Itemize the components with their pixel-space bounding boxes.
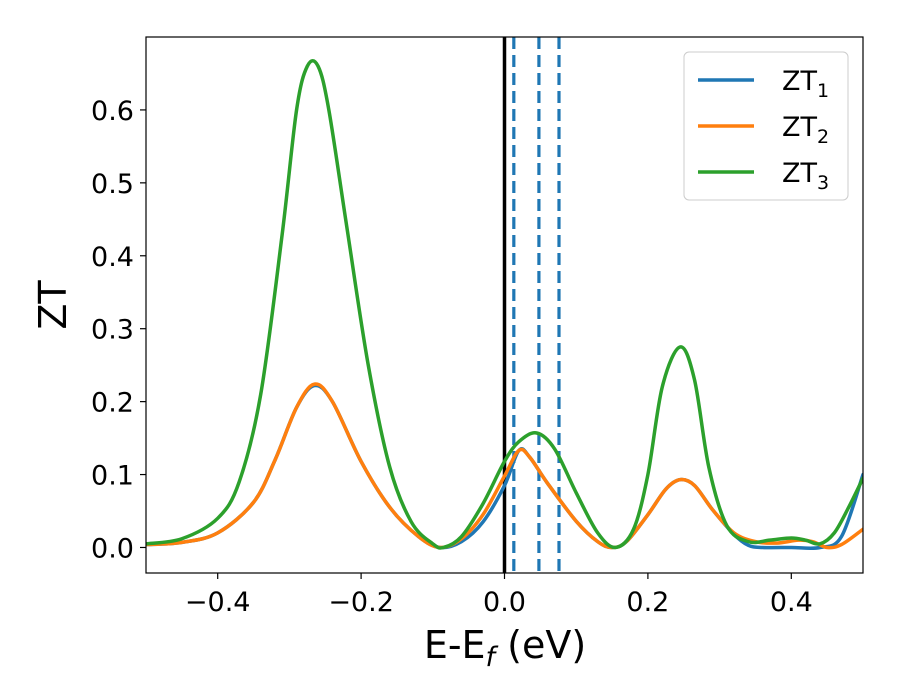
legend-label-subscript: 1 — [817, 80, 829, 102]
x-tick-label: 0.2 — [626, 587, 669, 618]
x-axis-ticks: −0.4 −0.2 0.0 0.2 0.4 — [185, 573, 813, 618]
x-tick-label: 0.0 — [483, 587, 526, 618]
legend-label-main: ZT — [782, 66, 817, 97]
legend-label-subscript: 3 — [817, 172, 829, 194]
y-tick-label: 0.1 — [91, 461, 134, 492]
y-tick-label: 0.3 — [91, 315, 134, 346]
y-axis-title: ZT — [31, 280, 75, 330]
x-axis-title-main: E-E — [424, 623, 486, 667]
legend-label-zt2: ZT2 — [782, 112, 829, 148]
legend-label-zt3: ZT3 — [782, 158, 829, 194]
legend-label-subscript: 2 — [817, 126, 829, 148]
y-tick-label: 0.2 — [91, 388, 134, 419]
x-tick-label: −0.2 — [328, 587, 394, 618]
series-lines — [146, 59, 863, 551]
x-tick-label: 0.4 — [770, 587, 813, 618]
x-axis-title: E-Ef (eV) — [424, 623, 586, 673]
y-axis-ticks: 0.0 0.1 0.2 0.3 0.4 0.5 0.6 — [91, 96, 146, 564]
y-tick-label: 0.5 — [91, 169, 134, 200]
series-line-zt3 — [146, 59, 863, 550]
y-tick-label: 0.6 — [91, 96, 134, 127]
x-axis-title-unit: (eV) — [495, 623, 586, 667]
y-tick-label: 0.4 — [91, 242, 134, 273]
y-tick-label: 0.0 — [91, 533, 134, 564]
legend-label-main: ZT — [782, 158, 817, 189]
legend-box — [683, 51, 849, 201]
legend-label-main: ZT — [782, 112, 817, 143]
x-tick-label: −0.4 — [185, 587, 251, 618]
legend-label-zt1: ZT1 — [782, 66, 829, 102]
